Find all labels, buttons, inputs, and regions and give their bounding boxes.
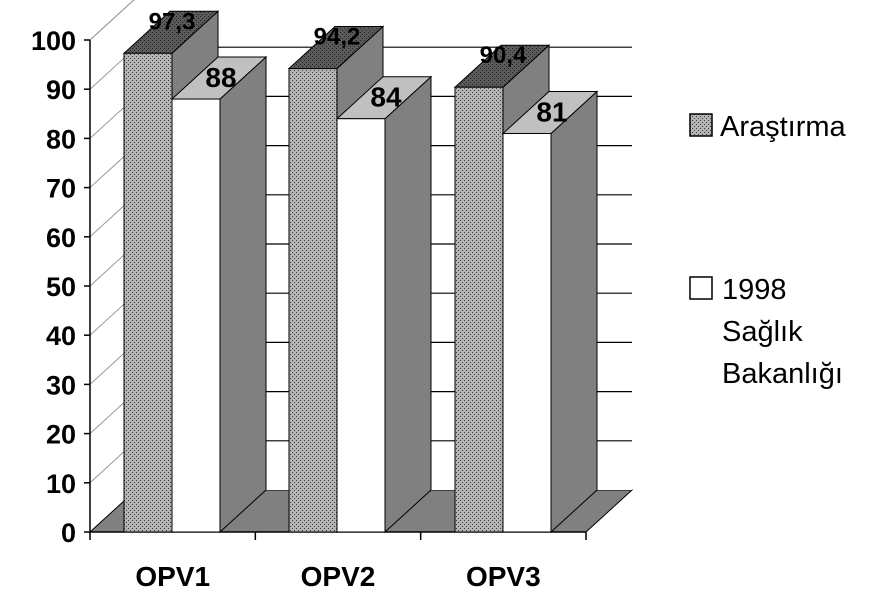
bar-front-face — [288, 68, 338, 533]
side-wall-line — [89, 0, 135, 41]
bar-front-face — [454, 86, 504, 533]
legend: Araştırma 1998 Sağlık Bakanlığı — [689, 111, 847, 390]
y-tick-label: 90 — [46, 75, 76, 105]
legend-item-arastirma: Araştırma — [689, 111, 847, 143]
legend-label-line: 1998 — [722, 274, 787, 306]
x-tick-label: OPV2 — [301, 561, 376, 592]
legend-label: Araştırma — [720, 111, 847, 143]
data-label: 88 — [205, 62, 236, 93]
legend-item-saglik-bakanligi: 1998 Sağlık Bakanlığı — [689, 274, 843, 390]
legend-label-line: Sağlık — [722, 316, 803, 348]
x-tick-label: OPV3 — [466, 561, 541, 592]
y-tick-label: 60 — [46, 223, 76, 253]
bar-side-face — [550, 90, 598, 534]
bar-front-face — [336, 118, 386, 533]
bar-front-face — [171, 98, 221, 533]
bar-front-face — [123, 52, 173, 533]
bar-front-face — [502, 132, 552, 533]
y-tick-label: 10 — [46, 469, 76, 499]
bars — [122, 10, 599, 534]
legend-swatch — [689, 276, 713, 300]
legend-label-line: Bakanlığı — [722, 358, 843, 390]
bar-saglik-bakanligi — [335, 75, 433, 534]
y-tick-label: 0 — [61, 518, 76, 548]
y-tick-label: 50 — [46, 272, 76, 302]
y-tick-label: 70 — [46, 174, 76, 204]
bar-saglik-bakanligi — [501, 90, 599, 534]
data-label: 81 — [536, 96, 567, 127]
y-tick-label: 30 — [46, 370, 76, 400]
y-tick-label: 40 — [46, 321, 76, 351]
bar-side-face — [219, 55, 267, 534]
y-tick-label: 80 — [46, 124, 76, 154]
data-label: 84 — [370, 82, 402, 113]
y-tick-label: 20 — [46, 420, 76, 450]
data-label: 94,2 — [314, 24, 361, 51]
x-tick-label: OPV1 — [135, 561, 210, 592]
y-tick-label: 100 — [31, 26, 76, 56]
data-label: 97,3 — [149, 8, 196, 35]
bar-saglik-bakanligi — [170, 55, 268, 534]
bar-side-face — [384, 75, 432, 534]
data-label: 90,4 — [480, 42, 527, 69]
data-labels: 97,3 88 94,2 84 90,4 81 — [149, 8, 568, 127]
legend-swatch — [689, 113, 713, 137]
